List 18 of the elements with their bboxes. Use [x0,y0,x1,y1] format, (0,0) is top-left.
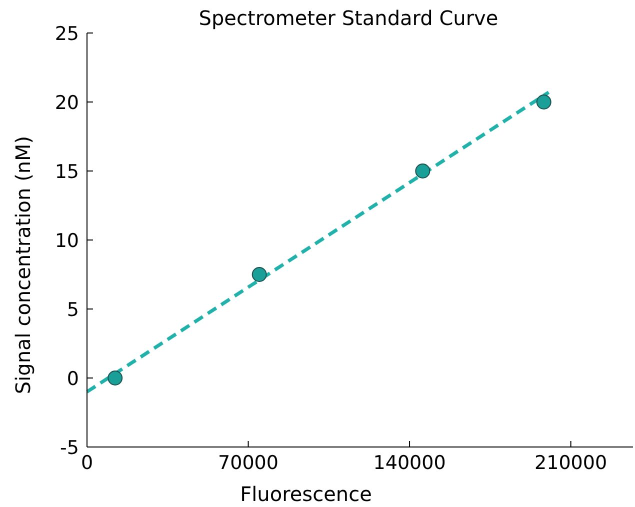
y-tick-label: 15 [54,161,79,183]
y-axis-title: Signal concentration (nM) [11,136,35,394]
y-tick-label: 20 [54,92,79,114]
point [252,267,267,282]
x-axis-title: Fluorescence [240,482,372,506]
point [108,370,123,386]
x-tick-label: 0 [80,452,94,474]
chart-title: Spectrometer Standard Curve [198,6,498,30]
y-tick-label: -5 [60,437,79,459]
x-tick-label: 140000 [373,452,446,474]
y-tick-label: 5 [66,299,79,321]
point [536,94,552,110]
point [415,164,430,178]
y-tick-label: 0 [66,368,79,390]
x-tick-label: 210000 [534,452,608,474]
y-tick-label: 10 [54,230,79,252]
x-tick-label: 70000 [218,452,278,474]
y-tick-label: 25 [54,23,79,45]
